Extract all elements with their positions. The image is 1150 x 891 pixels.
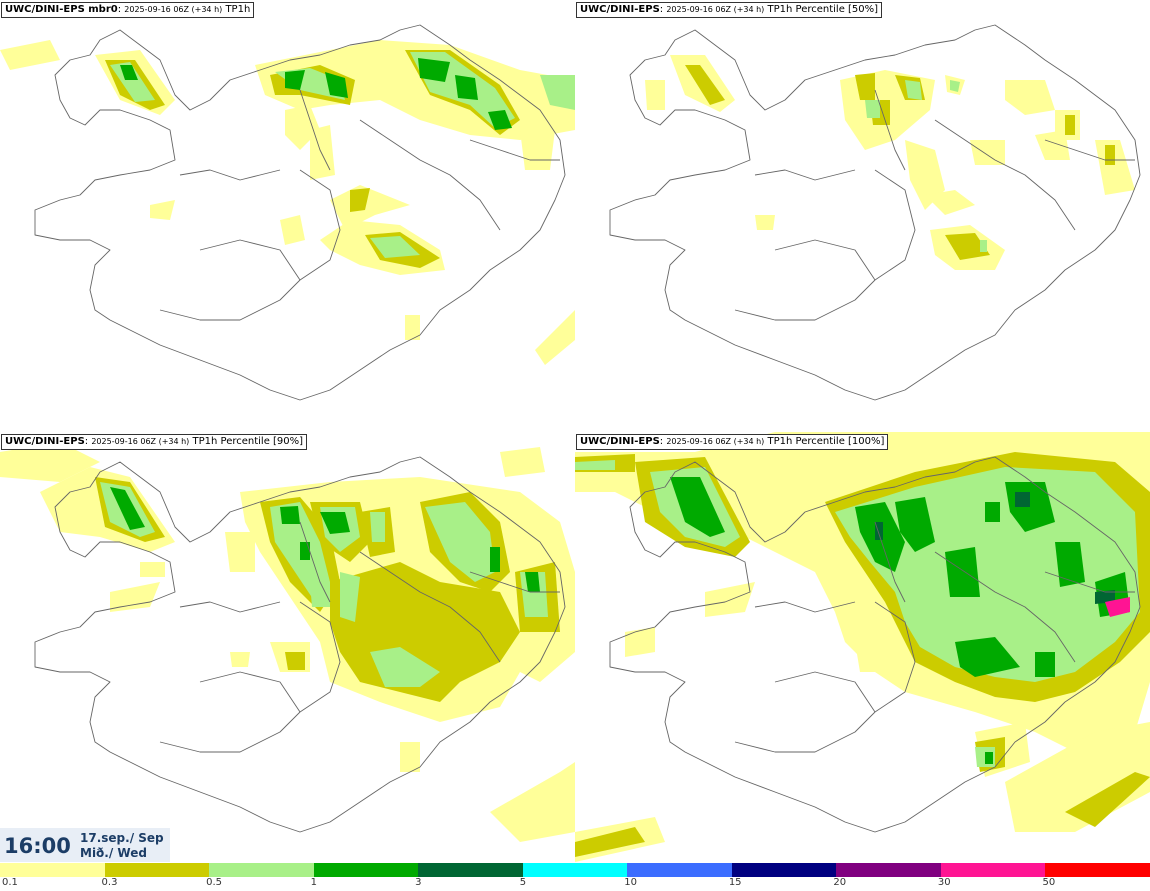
precip-green [110,487,540,592]
panel-title: UWC/DINI-EPS mbr0: 2025-09-16 06Z (+34 h… [1,2,255,18]
colorbar-segment [522,863,628,877]
colorbar-segment [627,863,732,877]
colorbar-segment [313,863,419,877]
colorbar-ticks: 0.1 0.3 0.5 1 3 5 10 15 20 30 50 [0,877,1150,891]
map-panel-p100: UWC/DINI-EPS: 2025-09-16 06Z (+34 h) TP1… [575,432,1150,862]
valid-date: 17.sep./ Sep [80,831,164,845]
colorbar-segment [418,863,523,877]
colorbar-tick-label: 1 [310,877,317,888]
colorbar-tick-label: 30 [937,877,951,888]
colorbar-segment [940,863,1046,877]
map-panel-p50: UWC/DINI-EPS: 2025-09-16 06Z (+34 h) TP1… [575,0,1150,430]
colorbar-tick-label: 0.1 [2,877,18,888]
colorbar-tick-label: 3 [415,877,422,888]
colorbar-segment [209,863,314,877]
precip-light [645,55,1135,270]
coastline [609,24,1141,401]
colorbar-segment [836,863,941,877]
colorbar-segment [1045,863,1150,877]
colorbar-segment [104,863,210,877]
precip-light-green [865,80,987,252]
coastline [34,24,566,401]
colorbar-tick-label: 5 [519,877,527,888]
colorbar-tick-label: 20 [833,877,847,888]
precip-map [575,432,1150,862]
panel-title: UWC/DINI-EPS: 2025-09-16 06Z (+34 h) TP1… [576,2,883,18]
colorbar-tick-label: 15 [728,877,742,888]
precip-map [609,24,1141,401]
colorbar-tick-label: 10 [624,877,637,888]
map-panel-mbr0: UWC/DINI-EPS mbr0: 2025-09-16 06Z (+34 h… [0,0,575,430]
coastline [609,456,1141,833]
precip-dark-green [875,492,1115,604]
precip-colorbar [0,863,1150,877]
panel-title: UWC/DINI-EPS: 2025-09-16 06Z (+34 h) TP1… [1,434,308,450]
valid-time: 16:00 [4,834,71,858]
valid-time-box: 16:00 17.sep./ Sep Mið./ Wed [0,828,170,862]
coastline [34,456,566,833]
precip-map [0,442,575,842]
colorbar-tick-label: 50 [1042,877,1056,888]
colorbar-tick-label: 0.5 [206,877,222,888]
colorbar-segment [731,863,837,877]
precip-map [0,24,575,401]
colorbar-tick-label: 0.3 [101,877,118,888]
map-panel-p90: UWC/DINI-EPS: 2025-09-16 06Z (+34 h) TP1… [0,432,575,862]
panel-title: UWC/DINI-EPS: 2025-09-16 06Z (+34 h) TP1… [576,434,889,450]
colorbar-segment [0,863,105,877]
precip-green [120,58,512,130]
valid-weekday: Mið./ Wed [80,846,147,860]
precip-red [1105,597,1130,617]
